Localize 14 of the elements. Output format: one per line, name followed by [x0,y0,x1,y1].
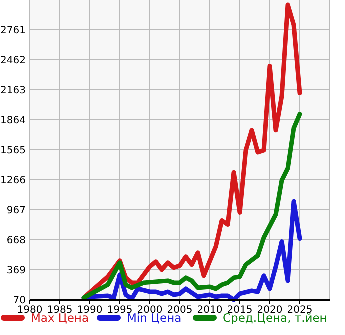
x-tick-label: 2010 [197,305,223,316]
y-tick-label: 2163 [0,86,26,96]
x-tick-label: 2005 [167,305,193,316]
y-tick-label: 668 [6,236,26,246]
y-tick-label: 2462 [0,56,26,66]
y-tick-label: 1266 [0,176,26,186]
x-tick-label: 1990 [77,305,103,316]
y-tick-label: 369 [6,266,26,276]
y-tick-label: 2761 [0,26,26,36]
y-tick-label: 1864 [0,116,26,126]
y-tick-label: 967 [6,206,26,216]
y-tick-label: 1565 [0,146,26,156]
y-tick-label: 70 [13,296,26,306]
line-series [82,112,302,300]
